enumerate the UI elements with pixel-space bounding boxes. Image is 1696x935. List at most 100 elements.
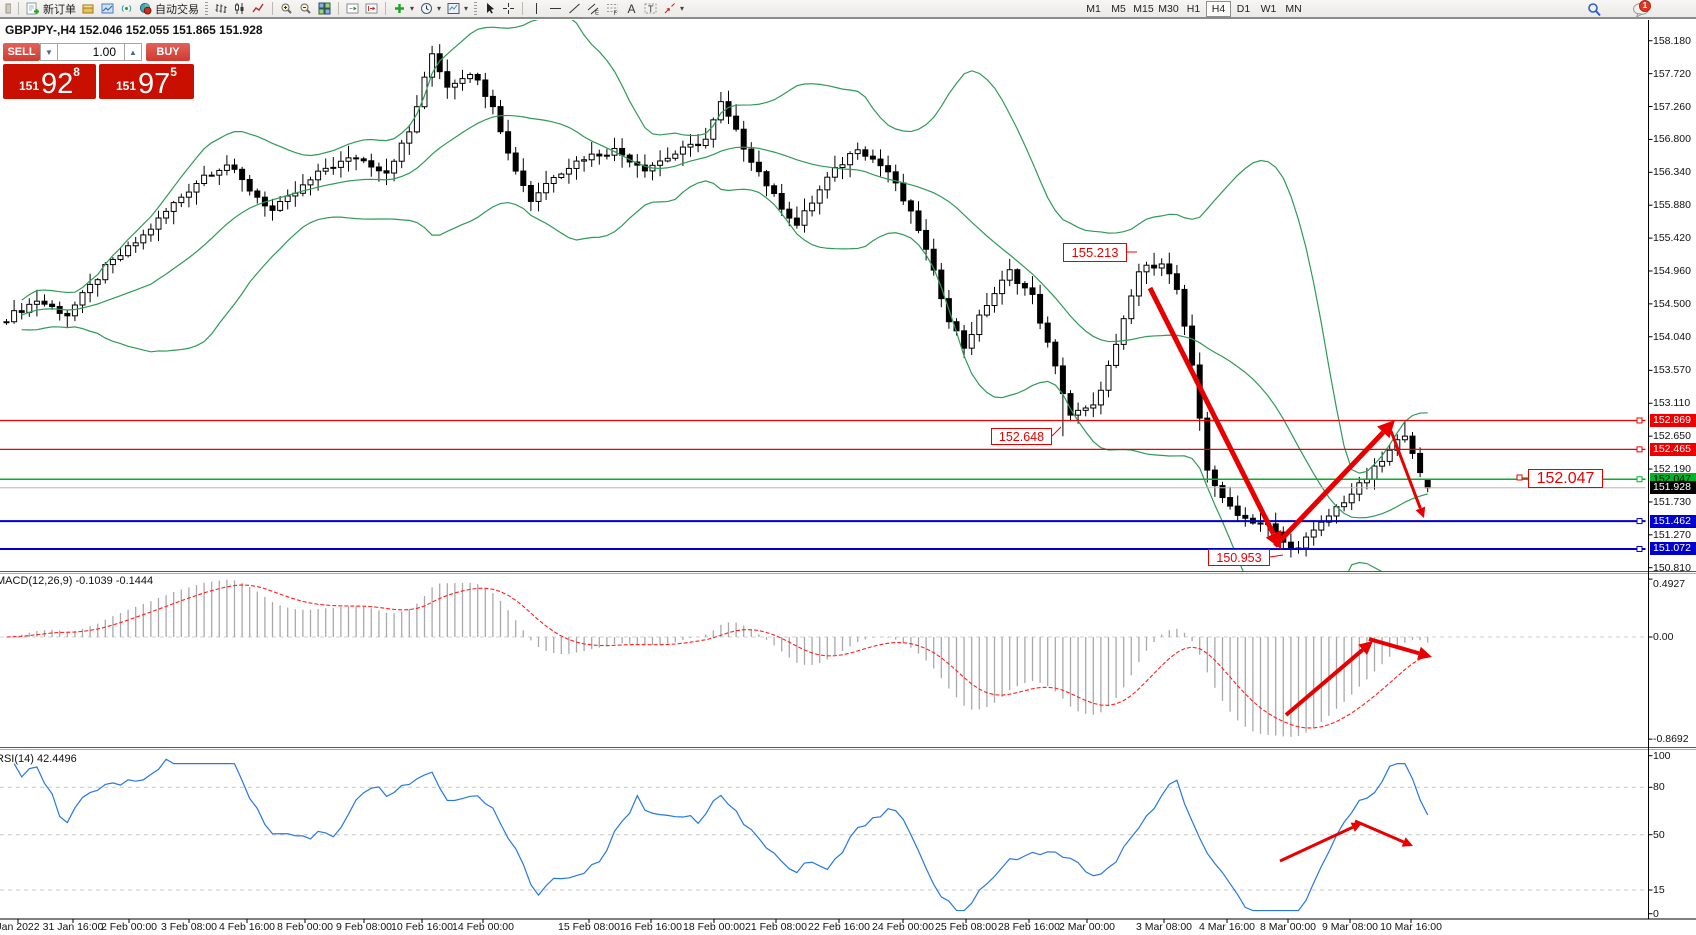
buy-price-tile[interactable]: 151 97 5 [99,64,194,99]
trendline-icon[interactable] [565,1,584,17]
vertical-line-icon[interactable] [527,1,546,17]
candle-body [778,193,785,210]
timeframe-M1[interactable]: M1 [1086,3,1101,15]
timeframe-MN[interactable]: MN [1285,3,1302,15]
trend-arrow-head[interactable] [1417,646,1432,660]
crosshair-icon[interactable] [499,1,518,17]
timeframe-M15[interactable]: M15 [1133,3,1154,15]
trend-arrow-head[interactable] [1350,822,1362,832]
periods-icon[interactable]: ▾ [417,1,444,17]
price-annotation-155.213[interactable]: 155.213 [1063,243,1127,262]
timeframe-H4[interactable]: H4 [1206,1,1231,17]
charts-window-icon[interactable] [98,1,117,17]
bid-price-badge: 151.928 [1650,481,1696,495]
volume-decrease-button[interactable]: ▼ [40,43,58,61]
trend-arrow-head[interactable] [1415,506,1426,518]
price-annotation-152.648[interactable]: 152.648 [991,428,1052,445]
signal-icon[interactable] [117,1,136,17]
bar-chart-icon[interactable] [211,1,230,17]
sell-price-tile[interactable]: 151 92 8 [3,64,96,99]
candlestick-chart-icon[interactable] [230,1,249,17]
candle-body [505,131,512,154]
candle-body [1014,269,1021,284]
line-handle[interactable] [1636,518,1643,525]
arrows-icon[interactable]: ▾ [660,1,687,17]
candle-body [467,73,474,80]
line-handle[interactable] [1636,446,1643,453]
volume-input[interactable] [58,43,124,61]
text-label-icon[interactable]: T [641,1,660,17]
trend-arrow[interactable] [1354,819,1405,844]
price-annotation-150.953[interactable]: 150.953 [1208,549,1270,566]
candle-body [1135,271,1142,297]
auto-scroll-icon[interactable] [343,1,362,17]
candle-body [444,71,451,88]
timeframe-D1[interactable]: D1 [1236,3,1251,15]
trend-arrow[interactable] [1389,430,1422,509]
sell-button[interactable]: SELL [3,43,40,61]
x-axis-label: 16 Feb 16:00 [620,921,682,933]
new-order-icon[interactable]: 新订单 [23,1,79,17]
candle-body [11,310,18,323]
candle-body [1424,478,1431,489]
cursor-icon[interactable] [480,1,499,17]
fibonacci-icon[interactable]: F [603,1,622,17]
trend-arrow-head[interactable] [1401,837,1413,847]
candle-body [254,190,261,198]
chart-shift-icon[interactable] [362,1,381,17]
candle-body [930,248,937,271]
chat-icon[interactable]: 1 [1629,0,1655,18]
candle-body [565,167,572,175]
trend-arrow-head[interactable] [1358,641,1373,655]
candle-body [132,242,139,247]
indicators-icon[interactable]: ▾ [390,1,417,17]
candle-body [1151,264,1158,269]
channel-icon[interactable]: E [584,1,603,17]
text-icon[interactable]: A [622,1,641,17]
candle-body [695,143,702,147]
layouts-icon[interactable] [79,1,98,17]
timeframe-W1[interactable]: W1 [1260,3,1277,15]
x-axis-label: 9 Feb 08:00 [335,921,393,933]
auto-trading-icon[interactable]: 自动交易 [136,1,202,17]
candle-body [246,179,253,192]
horizontal-line-icon[interactable] [546,1,565,17]
trend-arrow[interactable] [1147,286,1276,535]
x-axis-label: 31 Jan 16:00 [42,921,104,933]
candle-body [170,202,177,212]
zoom-out-icon[interactable] [296,1,315,17]
trend-arrow[interactable] [1368,637,1420,656]
search-icon[interactable] [1584,2,1605,18]
timeframe-M30[interactable]: M30 [1158,3,1179,15]
volume-increase-button[interactable]: ▲ [124,43,142,61]
candle-body [413,106,420,133]
buy-button[interactable]: BUY [146,43,190,61]
templates-icon[interactable]: ▾ [444,1,471,17]
candle-body [299,184,306,194]
trend-arrow[interactable] [1273,430,1386,548]
line-handle[interactable] [1636,476,1643,483]
tile-windows-icon[interactable] [315,1,334,17]
annotation-leg [1269,554,1284,558]
annotation-handle[interactable] [1516,474,1523,481]
candle-body [961,330,968,349]
timeframe-M5[interactable]: M5 [1111,3,1126,15]
price-annotation-152.047[interactable]: 152.047 [1528,469,1603,488]
candle-body [330,166,337,169]
candle-body [877,158,884,167]
clipped-icon[interactable] [1,1,14,17]
trend-arrow[interactable] [1284,648,1364,717]
bollinger-middle-line [21,114,1428,519]
y-axis-label: 154.500 [1653,297,1691,310]
timeframe-H1[interactable]: H1 [1186,3,1201,15]
line-handle[interactable] [1636,417,1643,424]
zoom-in-icon[interactable] [277,1,296,17]
candle-body [1029,287,1036,295]
trend-arrow[interactable] [1279,825,1354,863]
line-chart-icon[interactable] [249,1,268,17]
candle-body [1348,493,1355,504]
line-handle[interactable] [1636,545,1643,552]
candle-body [1386,449,1393,462]
